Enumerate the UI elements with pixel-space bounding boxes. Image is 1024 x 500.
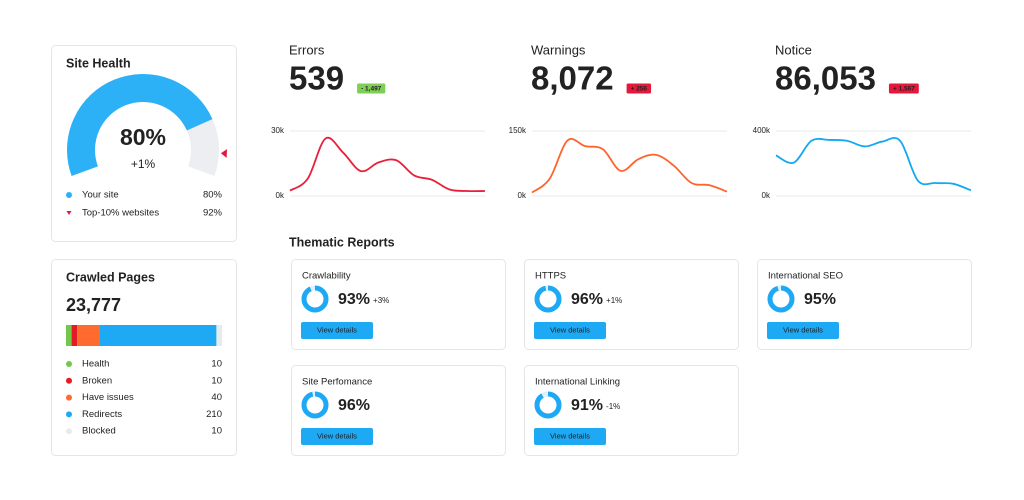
bar-segment — [77, 325, 100, 346]
view-details-label[interactable]: View details — [317, 431, 357, 440]
donut-value — [301, 391, 329, 419]
gauge-track — [186, 119, 219, 176]
y-tick-label: 0k — [762, 191, 771, 200]
metric-value: 86,053 — [775, 60, 876, 97]
change-text: - 1,497 — [361, 86, 382, 93]
change-text: + 1,567 — [893, 86, 915, 93]
change-badge — [888, 83, 919, 94]
legend-value: 10 — [211, 359, 222, 370]
y-tick-label: 0k — [276, 191, 285, 200]
y-tick-label: 150k — [509, 126, 527, 135]
legend-label: Redirects — [82, 409, 122, 420]
card-title: International Linking — [535, 377, 620, 388]
score: 96% — [571, 291, 603, 308]
metric-value: 539 — [289, 60, 344, 97]
view-details-label[interactable]: View details — [317, 325, 357, 334]
change-badge — [626, 83, 652, 94]
bar-segment — [66, 325, 72, 346]
legend-value: 10 — [211, 426, 222, 437]
legend-label: Health — [82, 359, 109, 370]
gauge-marker — [220, 149, 227, 158]
section-title: Thematic Reports — [289, 235, 395, 249]
legend-marker — [66, 411, 72, 418]
change-text: + 256 — [631, 86, 648, 93]
gauge-score: 80% — [120, 124, 166, 150]
legend-marker — [66, 428, 72, 435]
card-title: Site Health — [66, 56, 131, 70]
metric-label: Warnings — [531, 42, 586, 57]
metric-value: 8,072 — [531, 60, 614, 97]
y-tick-label: 30k — [271, 126, 285, 135]
change-badge — [357, 83, 386, 94]
view-details-button[interactable] — [534, 428, 606, 445]
view-details-label[interactable]: View details — [550, 431, 590, 440]
view-details-button[interactable] — [301, 322, 373, 339]
metric-label: Errors — [289, 42, 325, 57]
donut-value — [534, 285, 562, 313]
line — [775, 137, 972, 192]
legend-label: Have issues — [82, 392, 134, 403]
score: 93% — [338, 291, 370, 308]
card-title: International SEO — [768, 271, 843, 282]
legend-value: 210 — [206, 409, 222, 420]
donut-value — [534, 391, 562, 419]
total: 23,777 — [66, 295, 121, 315]
view-details-button[interactable] — [301, 428, 373, 445]
legend-value: 10 — [211, 375, 222, 386]
y-tick-label: 0k — [518, 191, 527, 200]
view-details-button[interactable] — [534, 322, 606, 339]
gauge-change: +1% — [131, 157, 156, 171]
legend-label: Blocked — [82, 426, 116, 437]
bar-segment — [216, 325, 222, 346]
score: 95% — [804, 291, 836, 308]
legend-value: 92% — [203, 208, 223, 219]
score: 91% — [571, 397, 603, 414]
change: -1% — [606, 402, 620, 411]
legend-marker — [66, 377, 72, 384]
score: 96% — [338, 397, 370, 414]
view-details-label[interactable]: View details — [550, 325, 590, 334]
change: +1% — [606, 296, 622, 305]
legend-marker — [66, 211, 72, 215]
legend-value: 40 — [211, 392, 222, 403]
legend-label: Broken — [82, 375, 112, 386]
legend-label: Top-10% websites — [82, 208, 159, 219]
gauge-value — [67, 74, 213, 176]
legend-marker — [66, 394, 72, 401]
legend-marker — [66, 361, 72, 367]
card-title: Crawlability — [302, 271, 351, 282]
legend-value: 80% — [203, 190, 223, 201]
card-title: HTTPS — [535, 271, 566, 282]
bar-segment — [71, 325, 78, 346]
metric-label: Notice — [775, 42, 812, 57]
line — [531, 138, 728, 194]
donut-value — [301, 285, 329, 313]
card-title: Crawled Pages — [66, 270, 155, 284]
legend-marker — [66, 192, 72, 198]
bar-segment — [99, 325, 217, 346]
card-title: Site Perfomance — [302, 377, 372, 388]
card — [51, 259, 237, 456]
line — [289, 136, 486, 193]
change: +3% — [373, 296, 389, 305]
view-details-label[interactable]: View details — [783, 325, 823, 334]
y-tick-label: 400k — [753, 126, 771, 135]
donut-value — [767, 285, 795, 313]
view-details-button[interactable] — [767, 322, 839, 339]
legend-label: Your site — [82, 190, 119, 201]
